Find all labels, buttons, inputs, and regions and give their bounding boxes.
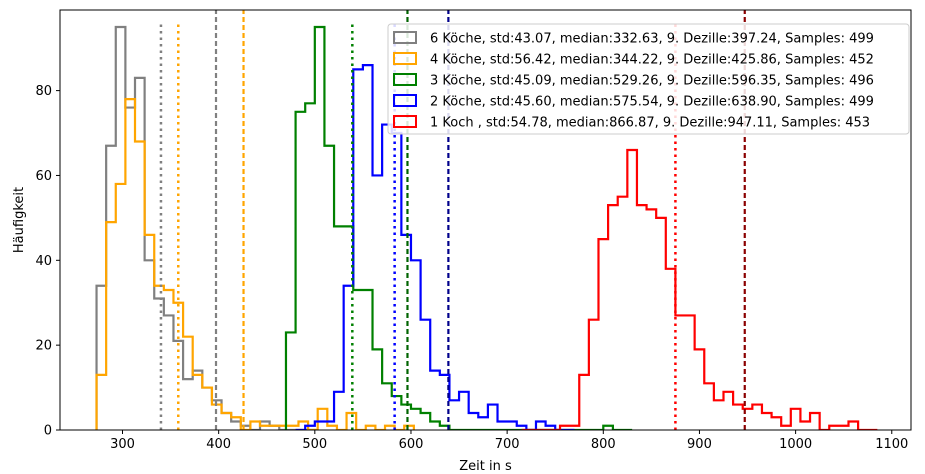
- y-axis-label: Häufigkeit: [12, 187, 27, 253]
- series-step-4: [295, 64, 575, 430]
- legend-entry-2: 4 Köche, std:56.42, median:344.22, 9. De…: [430, 53, 874, 68]
- plot-frame: [59, 9, 912, 431]
- series-step-2: [95, 97, 415, 430]
- y-tick-label: 60: [35, 169, 52, 184]
- x-tick-label: 500: [302, 437, 327, 452]
- x-tick-label: 1100: [875, 437, 908, 452]
- legend-swatch-2: [393, 52, 417, 65]
- x-tick-label: 800: [591, 437, 616, 452]
- legend-swatch-5: [393, 115, 417, 128]
- legend-entry-4: 2 Köche, std:45.60, median:575.54, 9. De…: [430, 95, 874, 110]
- legend: 6 Köche, std:43.07, median:332.63, 9. De…: [387, 23, 910, 135]
- x-tick-label: 1000: [779, 437, 812, 452]
- x-tick-label: 400: [206, 437, 231, 452]
- x-tick-label: 300: [110, 437, 135, 452]
- x-tick-label: 900: [687, 437, 712, 452]
- x-axis-label: Zeit in s: [459, 459, 512, 474]
- legend-swatch-4: [393, 94, 417, 107]
- series-step-5: [521, 148, 878, 430]
- x-tick-label: 700: [495, 437, 520, 452]
- series-step-3: [284, 25, 633, 430]
- legend-box: [387, 23, 910, 135]
- series-step-1: [95, 25, 318, 430]
- y-tick-label: 80: [35, 84, 52, 99]
- y-tick-label: 40: [35, 254, 52, 269]
- plot-area: [95, 10, 878, 430]
- axes: 300 400 500 600 700 800 900 1000 1100 0 20 40 60 80: [35, 9, 912, 452]
- legend-swatch-3: [393, 73, 417, 86]
- y-tick-label: 0: [44, 424, 52, 439]
- legend-entry-3: 3 Köche, std:45.09, median:529.26, 9. De…: [430, 74, 874, 89]
- legend-entry-1: 6 Köche, std:43.07, median:332.63, 9. De…: [430, 32, 874, 47]
- legend-swatch-1: [393, 31, 417, 44]
- y-tick-label: 20: [35, 339, 52, 354]
- legend-entry-5: 1 Koch , std:54.78, median:866.87, 9. De…: [430, 116, 870, 131]
- x-tick-label: 600: [399, 437, 424, 452]
